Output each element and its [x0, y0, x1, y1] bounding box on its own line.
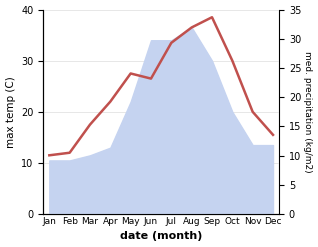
Y-axis label: med. precipitation (kg/m2): med. precipitation (kg/m2): [303, 51, 313, 173]
X-axis label: date (month): date (month): [120, 231, 202, 242]
Y-axis label: max temp (C): max temp (C): [5, 76, 16, 148]
